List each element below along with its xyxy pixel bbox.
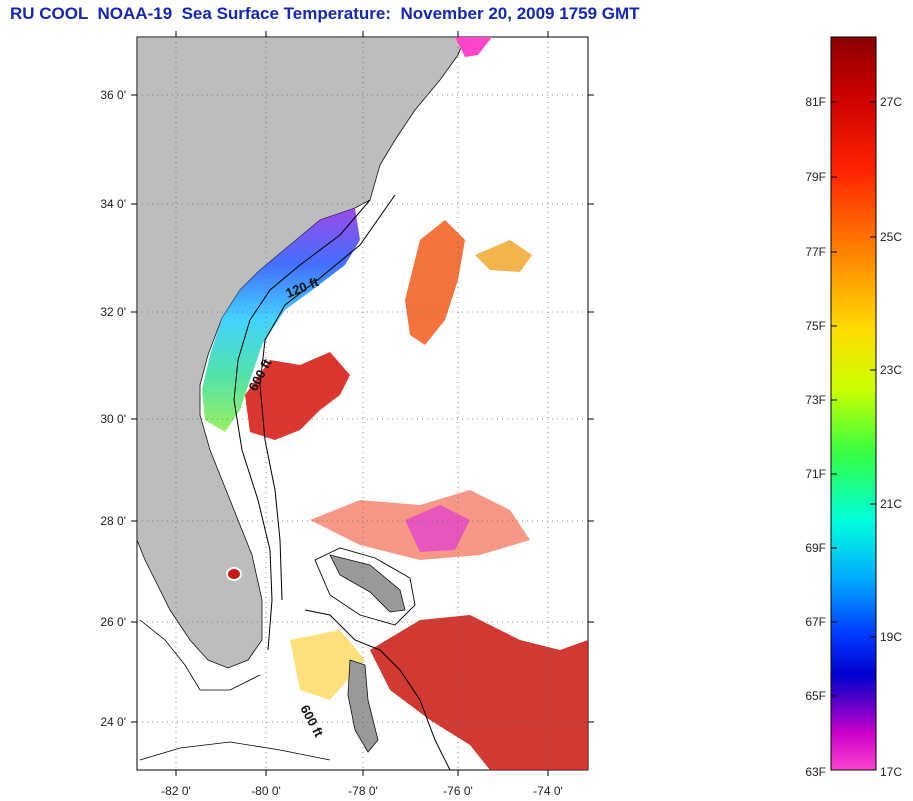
colorbar — [830, 36, 877, 771]
lon-label-80: -80 0' — [251, 784, 281, 798]
magenta-patch-1 — [405, 505, 470, 552]
cb-f-63: 63F — [805, 765, 826, 779]
lon-label-78: -78 0' — [348, 784, 378, 798]
contour-bahamas-2 — [314, 547, 416, 626]
lat-label-30: 30 0' — [100, 412, 126, 426]
bahamas-island-1 — [329, 554, 406, 613]
colorbar-ticks — [831, 101, 876, 697]
cb-c-27: 27C — [880, 95, 902, 109]
lat-label-26: 26 0' — [100, 615, 126, 629]
cb-f-69: 69F — [805, 541, 826, 555]
lat-label-32: 32 0' — [100, 305, 126, 319]
contour-120ft — [233, 199, 371, 651]
cb-f-65: 65F — [805, 689, 826, 703]
frame-ticks — [131, 31, 594, 776]
land-mass — [137, 37, 466, 669]
lat-label-36: 36 0' — [100, 88, 126, 102]
lon-label-82: -82 0' — [161, 784, 191, 798]
cb-f-81: 81F — [805, 95, 826, 109]
warm-patch-south — [370, 615, 588, 770]
gulf-stream-patch-1 — [245, 352, 350, 440]
coastal-cold-band — [202, 208, 360, 432]
cb-f-71: 71F — [805, 467, 826, 481]
cb-f-73: 73F — [805, 393, 826, 407]
cb-f-79: 79F — [805, 170, 826, 184]
grid-lines — [137, 37, 588, 770]
lat-label-24: 24 0' — [100, 715, 126, 729]
lon-label-74: -74 0' — [533, 784, 563, 798]
cb-c-17: 17C — [880, 765, 902, 779]
gulf-stream-patch-3 — [475, 240, 532, 272]
contour-shelf-sw — [139, 619, 261, 691]
cb-f-67: 67F — [805, 615, 826, 629]
contour-600ft — [259, 194, 396, 601]
gulf-stream-patch-2 — [405, 220, 465, 345]
cb-c-19: 19C — [880, 630, 902, 644]
cb-f-77: 77F — [805, 245, 826, 259]
warm-patch-sw — [290, 630, 365, 700]
lat-label-28: 28 0' — [100, 514, 126, 528]
cb-c-25: 25C — [880, 230, 902, 244]
chart-title: RU COOL NOAA-19 Sea Surface Temperature:… — [10, 4, 640, 23]
bahamas-island-2 — [347, 659, 379, 753]
magenta-tip — [455, 37, 492, 57]
cb-c-21: 21C — [880, 497, 902, 511]
lat-label-34: 34 0' — [100, 197, 126, 211]
cb-f-75: 75F — [805, 319, 826, 333]
lon-label-76: -76 0' — [443, 784, 473, 798]
contour-shelf-keys — [139, 741, 331, 761]
cb-c-23: 23C — [880, 363, 902, 377]
lake-okeechobee — [226, 567, 242, 581]
contour-bahamas — [304, 609, 451, 770]
